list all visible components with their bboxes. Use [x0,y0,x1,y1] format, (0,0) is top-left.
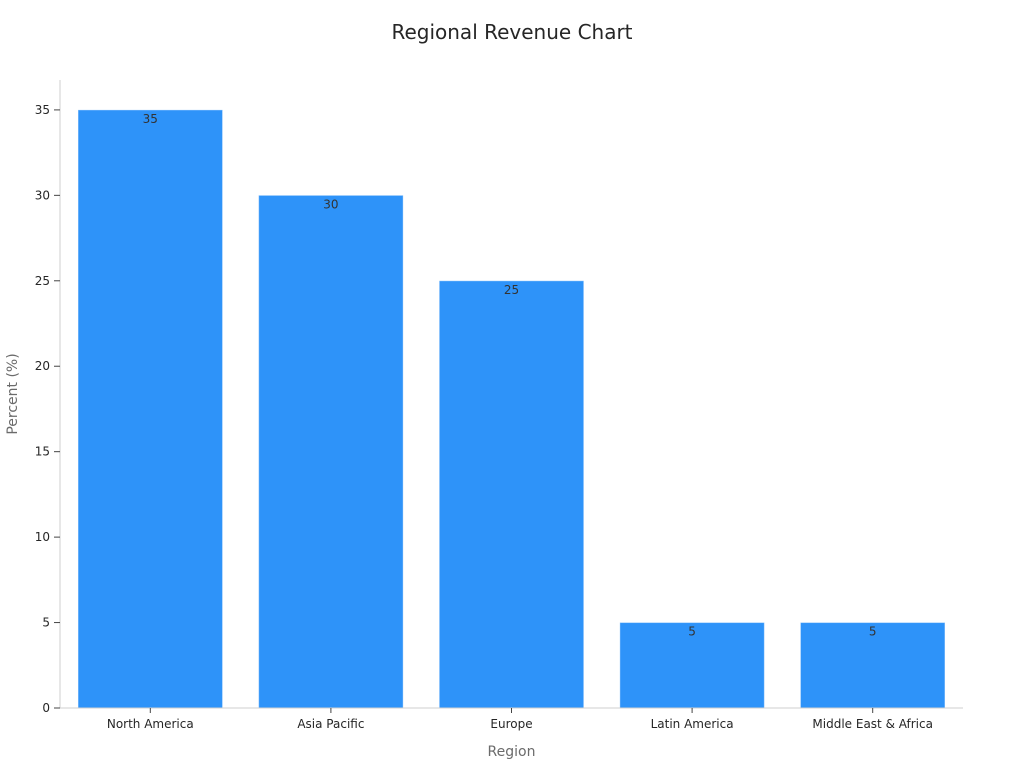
x-tick-label: Asia Pacific [297,717,364,731]
y-tick-label: 10 [35,530,50,544]
ticks-layer: 0 5 10 15 20 25 30 35 North America Asia Pacific E… [35,103,933,731]
bar [619,622,765,709]
x-tick-label: Europe [490,717,532,731]
bar [258,194,404,709]
y-tick-label: 20 [35,359,50,373]
bar [438,280,585,709]
chart-title: Regional Revenue Chart [391,20,633,44]
y-tick-label: 15 [35,445,50,459]
y-tick-label: 5 [42,616,50,630]
x-tick-label: North America [107,717,194,731]
y-tick-label: 30 [35,188,50,202]
data-label: 30 [323,197,338,211]
data-label: 35 [143,112,158,126]
data-label: 25 [504,283,519,297]
x-tick-label: Latin America [651,717,734,731]
bar [77,109,224,709]
bar [799,622,946,709]
bars-layer [77,109,946,709]
data-label: 5 [869,625,877,639]
y-tick-label: 25 [35,274,50,288]
y-tick-label: 0 [42,701,50,715]
y-tick-label: 35 [35,103,50,117]
data-labels-layer: 35 30 25 5 5 [143,112,877,639]
x-tick-label: Middle East & Africa [812,717,933,731]
y-axis-title: Percent (%) [5,353,21,434]
x-axis-title: Region [488,744,536,760]
data-label: 5 [688,625,696,639]
